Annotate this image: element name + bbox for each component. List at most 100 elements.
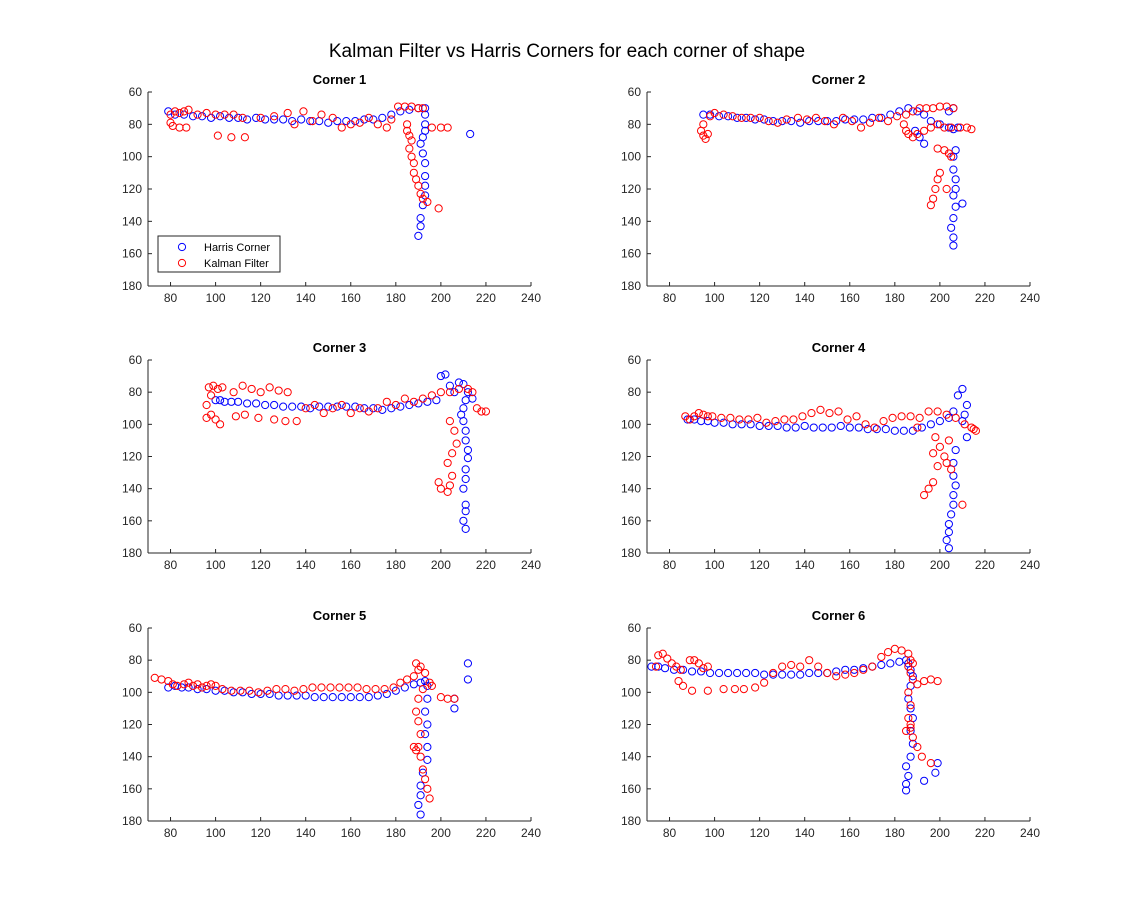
data-point <box>760 678 769 687</box>
data-point <box>949 233 958 242</box>
data-point <box>663 654 672 663</box>
data-point <box>256 689 265 699</box>
data-point <box>881 425 890 434</box>
data-point <box>904 688 913 697</box>
data-point <box>468 394 477 403</box>
legend-label: Harris Corner <box>204 242 270 254</box>
data-point <box>238 113 247 122</box>
data-point <box>170 107 180 116</box>
data-point <box>746 420 755 429</box>
data-point <box>906 720 915 729</box>
data-point <box>787 670 796 679</box>
data-point <box>373 120 382 129</box>
y-tick-label: 60 <box>129 85 143 99</box>
data-point <box>418 685 427 694</box>
data-point <box>951 413 960 422</box>
x-tick-label: 200 <box>431 826 451 840</box>
data-point <box>416 810 425 819</box>
data-point <box>324 402 333 411</box>
data-point <box>917 752 926 761</box>
x-tick-label: 140 <box>296 826 316 840</box>
data-point <box>751 683 760 692</box>
x-tick-label: 80 <box>663 558 677 572</box>
y-tick-label: 160 <box>621 247 641 261</box>
data-point <box>678 665 688 674</box>
data-point <box>908 675 917 684</box>
data-point <box>742 668 751 678</box>
data-point <box>421 171 430 181</box>
data-point <box>793 113 803 122</box>
data-point <box>215 396 225 405</box>
data-point <box>337 400 346 410</box>
x-tick-label: 240 <box>521 558 541 572</box>
data-point <box>947 223 956 232</box>
data-point <box>409 397 418 406</box>
data-point <box>931 768 940 777</box>
data-point <box>281 685 290 694</box>
data-point <box>240 133 249 142</box>
data-point <box>213 131 222 140</box>
data-point <box>179 110 189 119</box>
data-point <box>418 394 427 403</box>
data-point <box>463 454 473 463</box>
y-tick-label: 120 <box>122 182 142 196</box>
data-point <box>459 484 468 493</box>
legend-marker <box>177 258 187 268</box>
data-point <box>949 214 958 223</box>
data-point <box>213 384 222 394</box>
plot-area <box>148 628 531 821</box>
data-point <box>888 413 897 422</box>
data-point <box>935 442 944 451</box>
x-tick-label: 240 <box>1020 826 1040 840</box>
data-point <box>220 110 229 119</box>
y-tick-label: 100 <box>621 417 641 431</box>
data-point <box>969 425 978 434</box>
data-point <box>243 399 252 408</box>
data-point <box>405 131 414 140</box>
data-point <box>694 408 703 418</box>
x-tick-label: 160 <box>840 291 860 305</box>
y-tick-label: 120 <box>621 182 641 196</box>
data-point <box>726 413 735 422</box>
x-tick-label: 240 <box>521 826 541 840</box>
y-tick-label: 180 <box>621 814 641 828</box>
data-point <box>850 668 859 678</box>
data-point <box>886 659 895 668</box>
y-tick-label: 100 <box>122 417 142 431</box>
data-point <box>829 120 839 129</box>
data-point <box>874 113 884 122</box>
data-point <box>297 115 306 124</box>
data-point <box>297 402 306 411</box>
y-tick-label: 80 <box>628 117 642 131</box>
data-point <box>256 388 265 397</box>
x-tick-label: 140 <box>795 826 815 840</box>
data-point <box>421 707 430 716</box>
data-point <box>454 378 464 387</box>
data-point <box>170 110 180 119</box>
data-point <box>418 765 427 774</box>
x-tick-label: 100 <box>705 826 725 840</box>
data-point <box>789 415 798 424</box>
data-point <box>805 668 814 678</box>
data-point <box>215 112 225 121</box>
data-point <box>418 149 427 158</box>
data-point <box>854 423 863 432</box>
data-point <box>402 126 412 135</box>
y-tick-label: 100 <box>621 150 641 164</box>
data-point <box>861 420 870 429</box>
data-point <box>746 113 755 122</box>
data-point <box>310 693 319 702</box>
data-point <box>238 381 247 390</box>
data-point <box>463 445 473 455</box>
data-point <box>256 113 265 122</box>
data-point <box>944 519 953 529</box>
data-point <box>924 484 933 493</box>
data-point <box>202 400 211 410</box>
data-point <box>798 412 807 421</box>
data-point <box>211 110 220 119</box>
data-point <box>926 759 935 768</box>
y-tick-label: 160 <box>621 514 641 528</box>
data-point <box>733 668 742 678</box>
x-tick-label: 100 <box>206 558 226 572</box>
data-point <box>699 410 708 419</box>
